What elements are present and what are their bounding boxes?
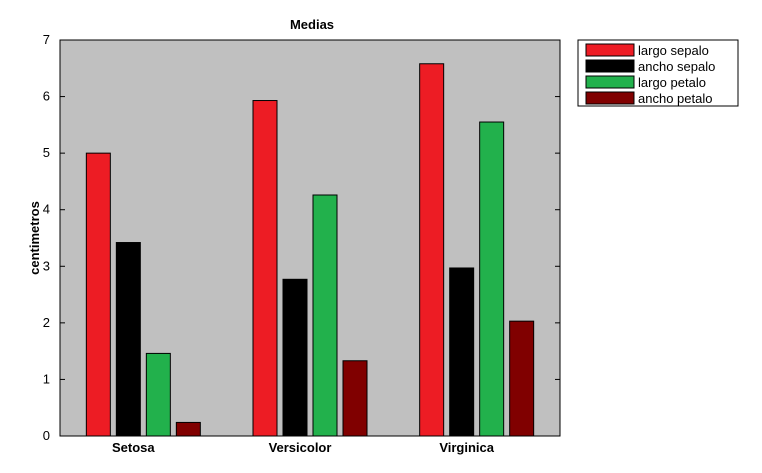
y-tick-label: 7 bbox=[43, 32, 50, 47]
legend-label: ancho sepalo bbox=[638, 59, 715, 74]
y-axis-ticks: 0 1 2 3 4 5 6 7 bbox=[43, 32, 560, 443]
y-tick-label: 6 bbox=[43, 89, 50, 104]
y-tick-label: 5 bbox=[43, 145, 50, 160]
bars-layer bbox=[85, 63, 535, 437]
bar-versicolor-largo-petalo bbox=[312, 194, 338, 437]
y-axis-label: centimetros bbox=[27, 201, 42, 275]
x-category-label: Versicolor bbox=[269, 440, 332, 455]
legend-label: largo petalo bbox=[638, 75, 706, 90]
y-tick-label: 4 bbox=[43, 202, 50, 217]
y-tick-label: 1 bbox=[43, 371, 50, 386]
bar-virginica-largo-sepalo bbox=[419, 63, 445, 437]
legend-swatch bbox=[585, 43, 635, 57]
bar-virginica-ancho-sepalo bbox=[449, 267, 475, 437]
bar-setosa-largo-sepalo bbox=[85, 152, 111, 437]
y-tick-label: 0 bbox=[43, 428, 50, 443]
x-category-label: Setosa bbox=[112, 440, 155, 455]
legend-label: ancho petalo bbox=[638, 91, 712, 106]
y-tick-label: 3 bbox=[43, 258, 50, 273]
x-axis-categories: Setosa Versicolor Virginica bbox=[112, 440, 495, 455]
legend-swatch bbox=[585, 75, 635, 89]
bar-setosa-ancho-sepalo bbox=[115, 242, 141, 437]
plot-area bbox=[59, 39, 561, 437]
bar-virginica-ancho-petalo bbox=[509, 320, 535, 437]
bar-setosa-ancho-petalo bbox=[175, 421, 201, 437]
legend-swatch bbox=[585, 91, 635, 105]
chart-title: Medias bbox=[290, 17, 334, 32]
bar-versicolor-ancho-petalo bbox=[342, 360, 368, 437]
bar-setosa-largo-petalo bbox=[145, 352, 171, 437]
x-category-label: Virginica bbox=[439, 440, 494, 455]
legend-swatch bbox=[585, 59, 635, 73]
y-tick-label: 2 bbox=[43, 315, 50, 330]
legend-label: largo sepalo bbox=[638, 43, 709, 58]
bar-virginica-largo-petalo bbox=[479, 121, 505, 437]
bar-versicolor-ancho-sepalo bbox=[282, 278, 308, 437]
bar-versicolor-largo-sepalo bbox=[252, 100, 278, 437]
